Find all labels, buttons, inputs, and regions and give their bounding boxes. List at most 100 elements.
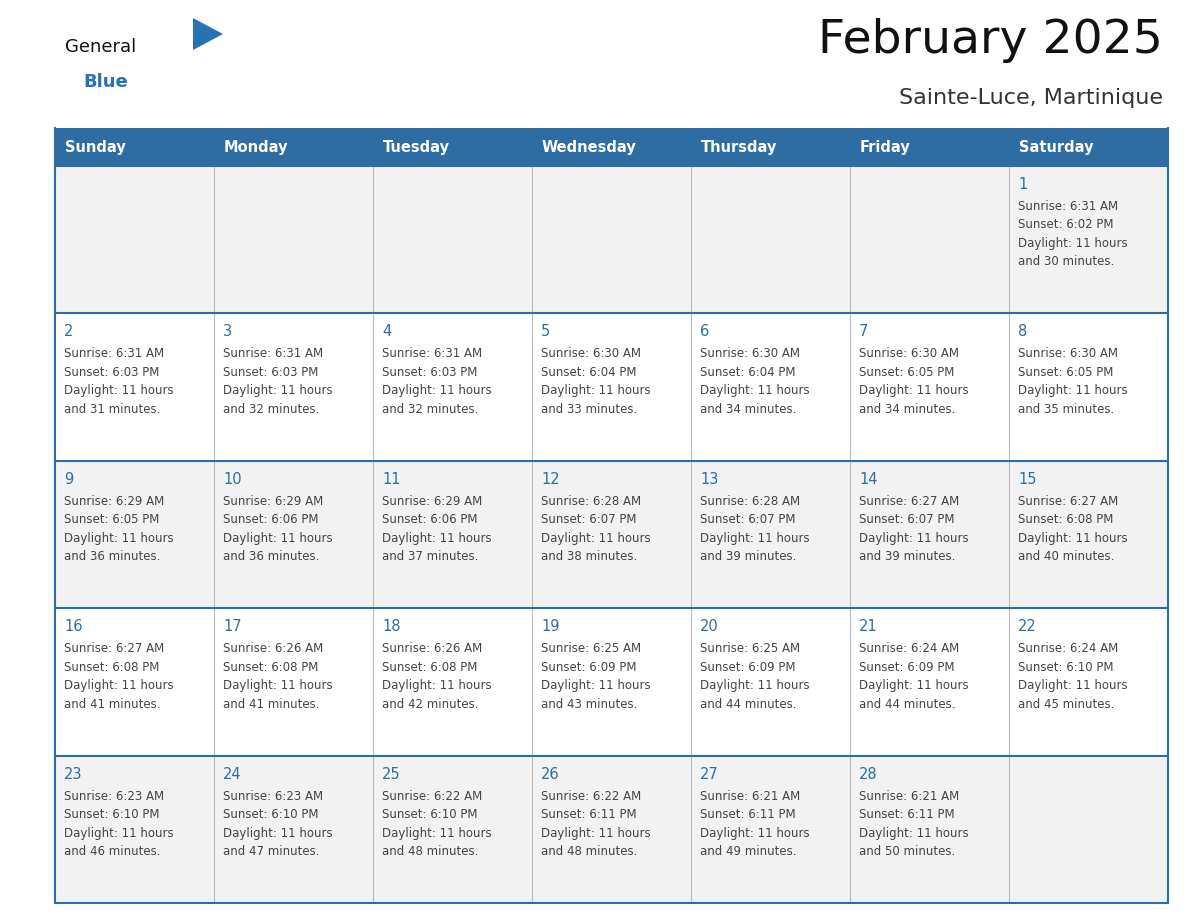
Text: Sunrise: 6:31 AM: Sunrise: 6:31 AM — [223, 347, 323, 361]
Text: Sunset: 6:07 PM: Sunset: 6:07 PM — [700, 513, 796, 526]
Text: Sunset: 6:09 PM: Sunset: 6:09 PM — [541, 661, 637, 674]
Text: Sunset: 6:08 PM: Sunset: 6:08 PM — [383, 661, 478, 674]
Text: Sunset: 6:09 PM: Sunset: 6:09 PM — [700, 661, 796, 674]
Text: 27: 27 — [700, 767, 719, 781]
Text: Sunrise: 6:26 AM: Sunrise: 6:26 AM — [383, 643, 482, 655]
Text: Sunrise: 6:26 AM: Sunrise: 6:26 AM — [223, 643, 323, 655]
Text: Sunset: 6:10 PM: Sunset: 6:10 PM — [1018, 661, 1113, 674]
Bar — [55, 128, 1168, 166]
Text: and 41 minutes.: and 41 minutes. — [223, 698, 320, 711]
Bar — [55, 313, 1168, 461]
Text: and 39 minutes.: and 39 minutes. — [859, 550, 955, 564]
Text: and 50 minutes.: and 50 minutes. — [859, 845, 955, 858]
Text: Sunset: 6:07 PM: Sunset: 6:07 PM — [859, 513, 954, 526]
Bar — [55, 609, 1168, 756]
Text: 6: 6 — [700, 324, 709, 340]
Text: and 44 minutes.: and 44 minutes. — [859, 698, 955, 711]
Text: Daylight: 11 hours: Daylight: 11 hours — [64, 385, 173, 397]
Text: and 32 minutes.: and 32 minutes. — [383, 403, 479, 416]
Text: Sunrise: 6:30 AM: Sunrise: 6:30 AM — [1018, 347, 1118, 361]
Text: Sunset: 6:11 PM: Sunset: 6:11 PM — [541, 808, 637, 821]
Text: Daylight: 11 hours: Daylight: 11 hours — [700, 826, 810, 840]
Text: Sunrise: 6:28 AM: Sunrise: 6:28 AM — [541, 495, 642, 508]
Text: and 34 minutes.: and 34 minutes. — [859, 403, 955, 416]
Text: Sunrise: 6:30 AM: Sunrise: 6:30 AM — [859, 347, 959, 361]
Text: Sunrise: 6:23 AM: Sunrise: 6:23 AM — [64, 789, 164, 802]
Text: Daylight: 11 hours: Daylight: 11 hours — [383, 826, 492, 840]
Text: and 32 minutes.: and 32 minutes. — [223, 403, 320, 416]
Text: Blue: Blue — [83, 73, 128, 91]
Text: and 31 minutes.: and 31 minutes. — [64, 403, 160, 416]
Text: and 48 minutes.: and 48 minutes. — [383, 845, 479, 858]
Text: Daylight: 11 hours: Daylight: 11 hours — [700, 385, 810, 397]
Text: Sunset: 6:10 PM: Sunset: 6:10 PM — [383, 808, 478, 821]
Text: February 2025: February 2025 — [819, 18, 1163, 63]
Text: 14: 14 — [859, 472, 878, 487]
Text: Tuesday: Tuesday — [383, 140, 450, 154]
Text: 20: 20 — [700, 620, 719, 634]
Text: Daylight: 11 hours: Daylight: 11 hours — [1018, 679, 1127, 692]
Text: Sunrise: 6:31 AM: Sunrise: 6:31 AM — [383, 347, 482, 361]
Text: and 42 minutes.: and 42 minutes. — [383, 698, 479, 711]
Text: and 41 minutes.: and 41 minutes. — [64, 698, 160, 711]
Text: Sunrise: 6:25 AM: Sunrise: 6:25 AM — [541, 643, 642, 655]
Text: Sunset: 6:03 PM: Sunset: 6:03 PM — [64, 366, 159, 379]
Text: and 37 minutes.: and 37 minutes. — [383, 550, 479, 564]
Text: Sunset: 6:10 PM: Sunset: 6:10 PM — [64, 808, 159, 821]
Text: Sunset: 6:05 PM: Sunset: 6:05 PM — [859, 366, 954, 379]
Text: Sunset: 6:06 PM: Sunset: 6:06 PM — [383, 513, 478, 526]
Text: Wednesday: Wednesday — [542, 140, 637, 154]
Text: Daylight: 11 hours: Daylight: 11 hours — [541, 826, 651, 840]
Polygon shape — [192, 18, 223, 50]
Text: Daylight: 11 hours: Daylight: 11 hours — [541, 385, 651, 397]
Text: Daylight: 11 hours: Daylight: 11 hours — [64, 532, 173, 544]
Text: Sunset: 6:10 PM: Sunset: 6:10 PM — [223, 808, 318, 821]
Text: 4: 4 — [383, 324, 391, 340]
Text: Saturday: Saturday — [1019, 140, 1093, 154]
Text: Sunrise: 6:30 AM: Sunrise: 6:30 AM — [541, 347, 642, 361]
Text: Daylight: 11 hours: Daylight: 11 hours — [1018, 532, 1127, 544]
Text: 10: 10 — [223, 472, 241, 487]
Text: General: General — [65, 38, 137, 56]
Text: Daylight: 11 hours: Daylight: 11 hours — [64, 826, 173, 840]
Text: 28: 28 — [859, 767, 878, 781]
Text: Sunset: 6:05 PM: Sunset: 6:05 PM — [64, 513, 159, 526]
Text: and 44 minutes.: and 44 minutes. — [700, 698, 796, 711]
Text: Sunset: 6:03 PM: Sunset: 6:03 PM — [223, 366, 318, 379]
Text: and 34 minutes.: and 34 minutes. — [700, 403, 796, 416]
Text: Sunrise: 6:27 AM: Sunrise: 6:27 AM — [859, 495, 959, 508]
Text: and 36 minutes.: and 36 minutes. — [223, 550, 320, 564]
Text: Sunset: 6:08 PM: Sunset: 6:08 PM — [223, 661, 318, 674]
Text: Daylight: 11 hours: Daylight: 11 hours — [700, 532, 810, 544]
Text: 7: 7 — [859, 324, 868, 340]
Text: Sainte-Luce, Martinique: Sainte-Luce, Martinique — [899, 88, 1163, 108]
Text: Sunset: 6:03 PM: Sunset: 6:03 PM — [383, 366, 478, 379]
Text: Sunset: 6:08 PM: Sunset: 6:08 PM — [64, 661, 159, 674]
Text: Sunrise: 6:25 AM: Sunrise: 6:25 AM — [700, 643, 801, 655]
Text: 19: 19 — [541, 620, 560, 634]
Text: 21: 21 — [859, 620, 878, 634]
Text: Sunrise: 6:27 AM: Sunrise: 6:27 AM — [64, 643, 164, 655]
Text: and 33 minutes.: and 33 minutes. — [541, 403, 637, 416]
Text: 9: 9 — [64, 472, 74, 487]
Text: Sunday: Sunday — [65, 140, 126, 154]
Text: 13: 13 — [700, 472, 719, 487]
Text: and 47 minutes.: and 47 minutes. — [223, 845, 320, 858]
Text: Sunset: 6:04 PM: Sunset: 6:04 PM — [541, 366, 637, 379]
Text: Sunrise: 6:29 AM: Sunrise: 6:29 AM — [223, 495, 323, 508]
Text: Sunrise: 6:31 AM: Sunrise: 6:31 AM — [64, 347, 164, 361]
Text: and 49 minutes.: and 49 minutes. — [700, 845, 796, 858]
Text: Sunset: 6:04 PM: Sunset: 6:04 PM — [700, 366, 796, 379]
Text: 15: 15 — [1018, 472, 1036, 487]
Text: 26: 26 — [541, 767, 560, 781]
Text: Daylight: 11 hours: Daylight: 11 hours — [700, 679, 810, 692]
Text: Monday: Monday — [225, 140, 289, 154]
Bar — [55, 756, 1168, 903]
Text: Sunset: 6:08 PM: Sunset: 6:08 PM — [1018, 513, 1113, 526]
Text: 5: 5 — [541, 324, 550, 340]
Text: 16: 16 — [64, 620, 82, 634]
Text: Friday: Friday — [860, 140, 911, 154]
Text: 25: 25 — [383, 767, 400, 781]
Text: and 43 minutes.: and 43 minutes. — [541, 698, 638, 711]
Text: Sunrise: 6:28 AM: Sunrise: 6:28 AM — [700, 495, 801, 508]
